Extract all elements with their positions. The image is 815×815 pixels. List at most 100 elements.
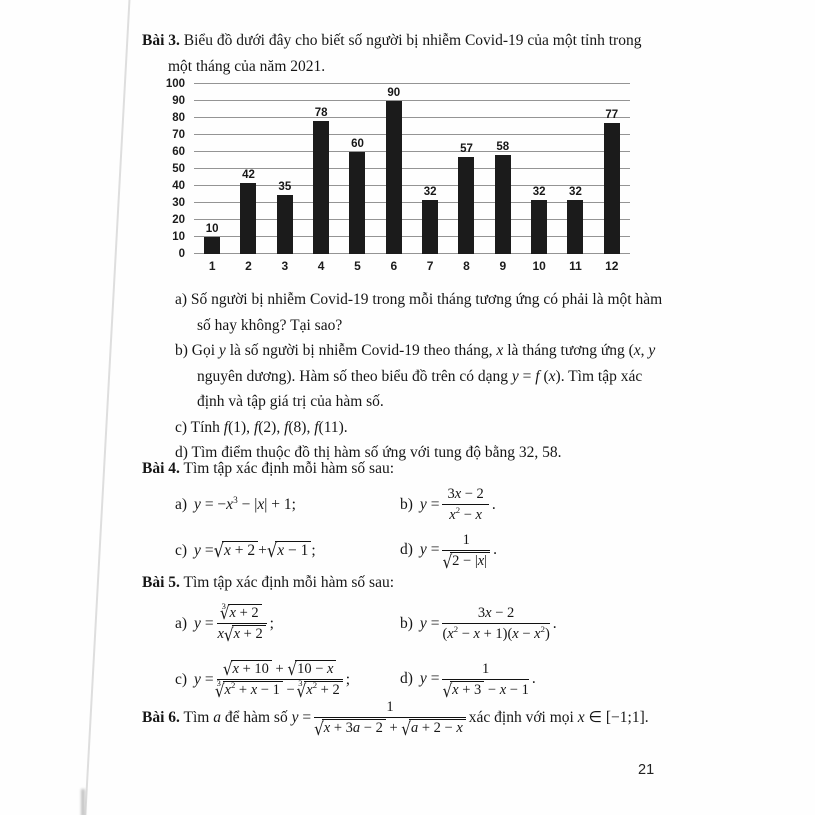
y-axis-tick-label: 90 [172, 95, 185, 107]
bar-slot: 90 [376, 84, 412, 254]
y-axis-tick-label: 10 [172, 231, 185, 243]
bar-value-label: 60 [351, 138, 364, 150]
chart-bars: 10 42 35 78 60 90 32 57 58 32 32 77 [194, 84, 630, 254]
formula-tail: . [531, 670, 536, 688]
formula-label: c) [175, 541, 188, 559]
fraction-denominator: 3√x2 + x − 1 − 3√x2 + 2 [215, 678, 343, 700]
formula-label: b) [400, 495, 413, 513]
formula-4a: a) y = −x3 − |x| + 1; [175, 496, 400, 514]
gridline [194, 168, 630, 169]
gridline [194, 134, 630, 135]
fraction: 3x − 2 x2 − x [442, 485, 489, 524]
exercise4-row2: c) y = √x + 2 + √x − 1 ; d) y = 1 √2 − |… [142, 528, 497, 574]
sqrt-symbol: √ [287, 658, 298, 680]
formula-4c: c) y = √x + 2 + √x − 1 ; [175, 540, 400, 561]
x-axis-label: 11 [569, 259, 582, 273]
question-b-line2: nguyên dương). Hàm số theo biểu đồ trên … [197, 367, 643, 385]
x-axis-label: 6 [390, 259, 398, 273]
formula-label: a) [175, 614, 188, 632]
bar-month-1 [204, 237, 221, 254]
y-axis-tick-label: 30 [172, 197, 185, 209]
bar-slot: 58 [485, 84, 521, 254]
chart-plot: 10 42 35 78 60 90 32 57 58 32 32 77 [194, 83, 630, 254]
y-axis-tick-label: 60 [172, 146, 185, 158]
formula-5b: b) y = 3x − 2 (x2 − x + 1)(x − x2) . [400, 604, 557, 643]
bar-slot: 60 [339, 84, 375, 254]
bar-month-2 [240, 182, 257, 254]
bar-slot: 32 [412, 84, 448, 254]
bar-month-10 [531, 199, 548, 254]
bar-value-label: 58 [496, 141, 510, 154]
bar-month-12 [603, 123, 620, 254]
covid-bar-chart: 100 90 80 70 60 50 40 30 20 10 0 10 42 35 78 60 90 32 57 5… [156, 78, 630, 273]
bar-month-8 [458, 157, 475, 254]
bar-slot: 42 [230, 84, 266, 254]
exercise3-heading: Bài 3. Biểu đồ dưới đây cho biết số ngườ… [142, 32, 642, 49]
x-axis-label: 8 [463, 259, 470, 273]
y-axis-tick-label: 80 [172, 112, 185, 124]
bar-value-label: 32 [569, 185, 582, 198]
formula-lead: y = [194, 614, 214, 632]
fraction: 1 √2 − |x| [442, 531, 491, 571]
gridline [194, 83, 630, 84]
sqrt-radical: √10 − x [287, 658, 337, 680]
formula-text: y = −x3 − |x| + 1; [194, 495, 296, 513]
sqrt-symbol: √ [222, 658, 233, 680]
formula-label: d) [400, 670, 413, 688]
exercise4-heading: Bài 4. Tìm tập xác định mỗi hàm số sau: [142, 460, 395, 477]
x-axis-label: 9 [499, 259, 507, 273]
fraction-numerator: 1 [314, 698, 466, 719]
bar-slot: 35 [267, 84, 303, 254]
exercise5-row2: c) y = √x + 10 + √10 − x 3√x2 + x − 1 − … [142, 652, 557, 708]
sqrt-radical: √x + 3a − 2 [314, 719, 386, 738]
exercise6-tail: xác định với mọi x ∈ [−1;1]. [468, 709, 649, 727]
fraction: 1 √x + 3 − x − 1 [442, 660, 529, 702]
cbrt-radical: 3√x + 2 [219, 601, 262, 624]
exercise5-block: Bài 5. Tìm tập xác định mỗi hàm số sau: … [142, 570, 557, 708]
gridline [194, 151, 630, 152]
gridline [194, 117, 630, 118]
exercise5-heading: Bài 5. Tìm tập xác định mỗi hàm số sau: [142, 574, 395, 591]
page-content: Bài 3. Biểu đồ dưới đây cho biết số ngườ… [142, 0, 707, 815]
sqrt-symbol: √ [223, 623, 234, 646]
bar-slot: 57 [448, 84, 484, 254]
formula-5a: a) y = 3√x + 2 x√x + 2 ; [175, 601, 400, 646]
sqrt-radical: √x + 10 [222, 658, 272, 680]
sqrt-radical: √x + 2 [214, 540, 259, 561]
formula-lead: y = [194, 541, 214, 559]
gridline [194, 236, 630, 237]
formula-tail: . [493, 541, 497, 559]
question-b-line1: b) Gọi y là số người bị nhiễm Covid-19 t… [175, 342, 656, 359]
bar-value-label: 78 [314, 107, 328, 120]
sqrt-symbol: √ [442, 679, 453, 702]
bar-slot: 10 [194, 84, 230, 254]
question-a-line1: a) Số người bị nhiễm Covid-19 trong mỗi … [175, 291, 663, 308]
fraction-denominator: x2 − x [449, 505, 482, 523]
bar-value-label: 77 [605, 109, 619, 122]
root-index: 3 [298, 678, 303, 688]
chart-body: 100 90 80 70 60 50 40 30 20 10 0 10 42 35 78 60 90 32 57 5… [156, 78, 630, 273]
bar-value-label: 35 [278, 180, 292, 193]
formula-tail: ; [345, 670, 351, 688]
fraction-numerator: 1 [442, 660, 529, 680]
exercise4-row1: a) y = −x3 − |x| + 1; b) y = 3x − 2 x2 −… [142, 482, 497, 528]
y-axis-tick-label: 100 [165, 78, 185, 90]
fraction: 1 √x + 3a − 2 + √a + 2 − x [314, 698, 466, 738]
x-axis-label: 4 [317, 259, 325, 273]
x-axis-label: 7 [426, 259, 434, 273]
sqrt-symbol: √ [401, 718, 411, 740]
cbrt-radical: 3√x2 + 2 [297, 678, 343, 700]
formula-tail: ; [311, 541, 316, 559]
formula-operator: + [258, 541, 267, 559]
y-axis-tick-label: 0 [178, 248, 185, 260]
y-axis-tick-label: 40 [172, 180, 185, 192]
exercise3-questions: a) Số người bị nhiễm Covid-19 trong mỗi … [142, 287, 662, 466]
exercise6-lead: Bài 6. Tìm a để hàm số y = [142, 708, 312, 726]
gridline [194, 219, 630, 220]
exercise3-heading-block: Bài 3. Biểu đồ dưới đây cho biết số ngườ… [142, 28, 641, 79]
formula-5c: c) y = √x + 10 + √10 − x 3√x2 + x − 1 − … [175, 658, 400, 700]
fraction-denominator: √x + 3a − 2 + √a + 2 − x [314, 718, 466, 740]
x-axis-label: 3 [281, 259, 289, 273]
sqrt-symbol: √ [219, 602, 230, 624]
formula-tail: . [552, 614, 557, 632]
